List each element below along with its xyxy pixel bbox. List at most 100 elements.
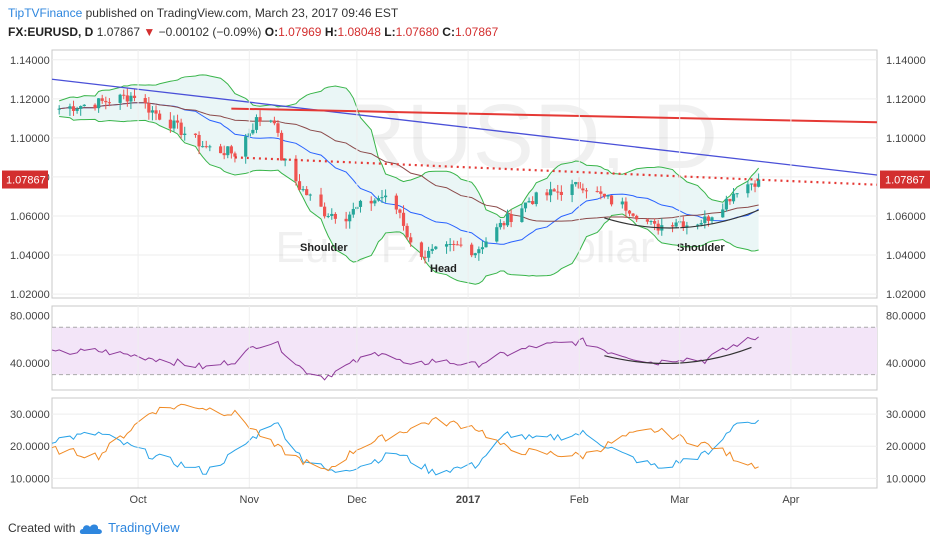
candle-body bbox=[531, 201, 535, 205]
candle-body bbox=[244, 136, 248, 157]
price-tick-label-right: 1.06000 bbox=[886, 211, 926, 223]
candle-body bbox=[574, 182, 578, 185]
candle-body bbox=[649, 221, 653, 223]
price-tick-label-left: 1.12000 bbox=[10, 94, 50, 106]
price-tick-label-right: 1.02000 bbox=[886, 289, 926, 301]
candle-body bbox=[229, 146, 233, 154]
publish-line: TipTVFinance published on TradingView.co… bbox=[8, 6, 398, 20]
candle-body bbox=[82, 104, 86, 107]
open-value: 1.07969 bbox=[278, 25, 322, 39]
candle-body bbox=[222, 153, 226, 156]
candle-body bbox=[272, 120, 276, 124]
candle-body bbox=[509, 214, 513, 223]
price-pane[interactable]: 1.14000 1.14000 1.12000 1.12000 1.10000 1.100… bbox=[2, 49, 930, 301]
close-label: C: bbox=[442, 25, 455, 39]
falling-trendline bbox=[51, 78, 878, 176]
candle-body bbox=[118, 94, 122, 103]
annotation-head: Head bbox=[430, 263, 457, 275]
price-tick-label-right: 1.10000 bbox=[886, 133, 926, 145]
created-with-label: Created with bbox=[8, 521, 76, 535]
time-tick-label: Oct bbox=[130, 494, 147, 506]
candle-body bbox=[581, 188, 585, 191]
candle-body bbox=[283, 158, 287, 161]
candle-body bbox=[319, 194, 323, 207]
candle-body bbox=[724, 198, 728, 210]
candle-body bbox=[326, 215, 330, 217]
price-tick-label-left: 1.10000 bbox=[10, 133, 50, 145]
candle-body bbox=[193, 133, 198, 135]
candle-body bbox=[380, 197, 384, 199]
candle-body bbox=[559, 191, 563, 195]
price-tick-label-right: 1.04000 bbox=[886, 250, 926, 262]
candle-body bbox=[699, 223, 703, 225]
candle-body bbox=[168, 119, 172, 129]
candle-body bbox=[470, 244, 474, 256]
candle-body bbox=[233, 153, 237, 157]
rsi-line bbox=[51, 336, 759, 381]
candle-body bbox=[75, 108, 79, 111]
bollinger-fill bbox=[59, 74, 759, 285]
candle-body bbox=[208, 146, 212, 148]
neckline-dotted bbox=[234, 156, 878, 186]
candle-body bbox=[71, 106, 76, 111]
candle-body bbox=[100, 98, 104, 101]
candle-body bbox=[147, 103, 151, 113]
dmi-tick-label-left: 30.0000 bbox=[10, 409, 50, 421]
last-price-label-right: 1.07867 bbox=[885, 175, 925, 187]
rsi-tick-label-left: 40.0000 bbox=[10, 358, 50, 370]
rsi-pane[interactable]: 80.0000 80.0000 40.0000 40.0000 bbox=[10, 305, 926, 391]
candle-body bbox=[757, 179, 761, 187]
time-axis[interactable]: Oct Nov Dec 2017 Feb Mar Apr bbox=[52, 50, 877, 506]
dmi-tick-label-right: 20.0000 bbox=[886, 441, 926, 453]
candle-body bbox=[455, 244, 459, 246]
dmi-tick-label-right: 30.0000 bbox=[886, 409, 926, 421]
candle-body bbox=[477, 249, 481, 254]
moving-average-50 bbox=[59, 102, 759, 222]
rsi-tick-label-right: 80.0000 bbox=[886, 310, 926, 322]
candle-body bbox=[107, 102, 111, 104]
candle-body bbox=[398, 209, 402, 213]
time-tick-label: 2017 bbox=[456, 494, 480, 506]
publisher-name[interactable]: TipTVFinance bbox=[8, 6, 83, 20]
candle-body bbox=[204, 146, 208, 148]
candle-body bbox=[122, 94, 126, 96]
candle-body bbox=[703, 216, 707, 224]
candle-body bbox=[348, 214, 352, 222]
candle-body bbox=[502, 222, 506, 226]
ohlc-line: FX:EURUSD, D 1.07867 ▼ −0.00102 (−0.09%)… bbox=[8, 25, 498, 39]
candle-body bbox=[351, 208, 355, 215]
tradingview-cloud-icon bbox=[79, 524, 102, 534]
last-price: 1.07867 bbox=[96, 25, 141, 39]
annotation-left-shoulder: Shoulder bbox=[300, 242, 348, 254]
candle-body bbox=[427, 250, 431, 258]
candle-body bbox=[746, 184, 750, 194]
candle-body bbox=[154, 110, 158, 114]
close-value: 1.07867 bbox=[454, 25, 499, 39]
price-change: −0.00102 (−0.09%) bbox=[158, 25, 262, 39]
candle-body bbox=[609, 195, 614, 205]
candle-body bbox=[674, 222, 678, 227]
candle-body bbox=[527, 201, 531, 203]
candle-body bbox=[294, 158, 298, 182]
rsi-arc bbox=[604, 346, 752, 365]
high-label: H: bbox=[324, 25, 338, 39]
candle-body bbox=[308, 194, 312, 196]
tradingview-brand[interactable]: TradingView bbox=[108, 520, 180, 535]
candle-body bbox=[685, 225, 689, 228]
time-tick-label: Mar bbox=[670, 494, 689, 506]
dmi-plus-line bbox=[51, 419, 759, 476]
candle-body bbox=[419, 242, 424, 257]
last-price-label-left: 1.07867 bbox=[6, 175, 46, 187]
candle-body bbox=[749, 183, 754, 185]
candle-body bbox=[79, 106, 83, 109]
candle-body bbox=[179, 122, 183, 135]
dmi-tick-label-right: 10.0000 bbox=[886, 473, 926, 485]
price-tick-label-left: 1.06000 bbox=[10, 211, 50, 223]
shoulder-arc bbox=[604, 209, 759, 229]
candle-body bbox=[631, 213, 635, 216]
dmi-pane[interactable]: 30.0000 30.0000 20.0000 20.0000 10.0000 10.00… bbox=[10, 397, 926, 489]
down-arrow-icon: ▼ bbox=[143, 25, 156, 39]
candle-body bbox=[480, 247, 485, 250]
candle-body bbox=[197, 134, 201, 147]
